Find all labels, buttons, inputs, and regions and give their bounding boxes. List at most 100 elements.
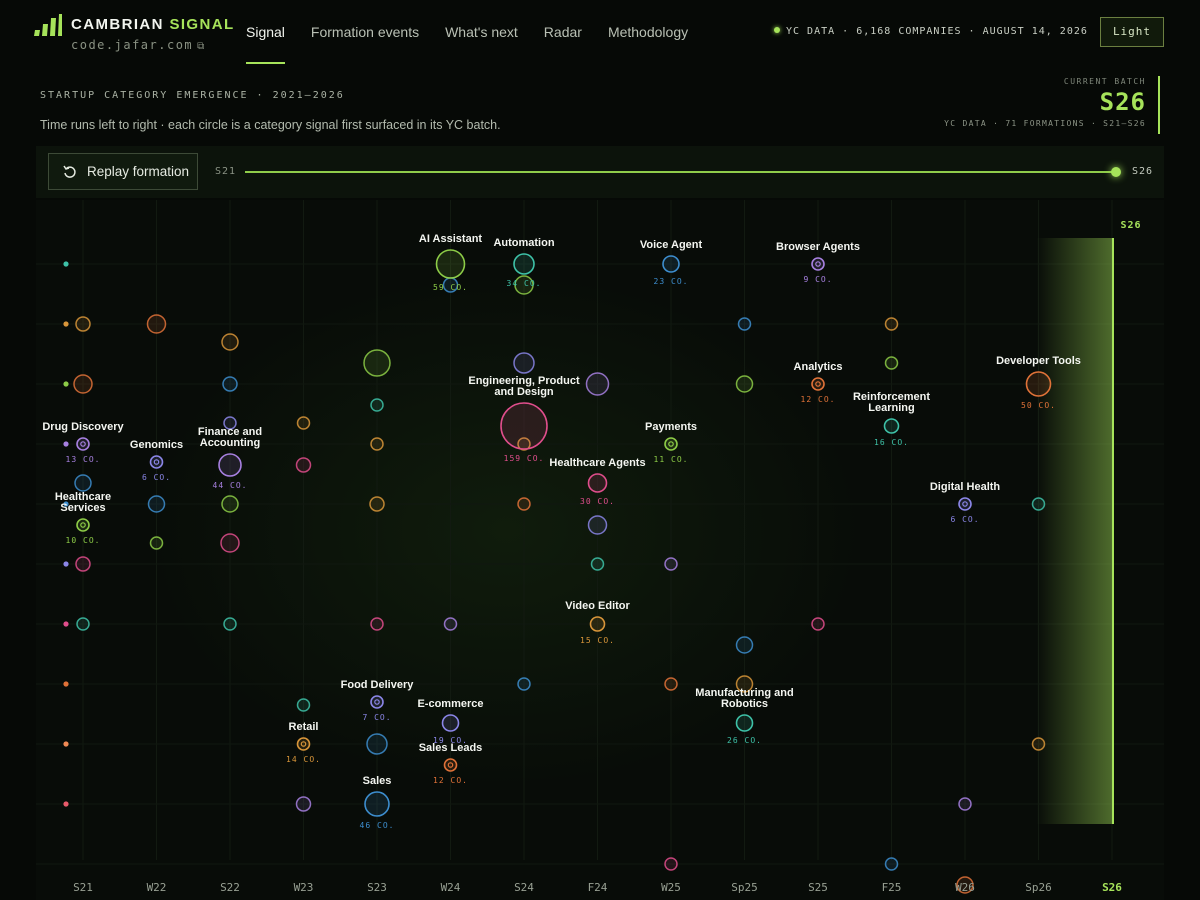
category-point[interactable] [366, 733, 388, 755]
category-point[interactable] [664, 677, 678, 691]
category-signal[interactable]: Healthcare Services 10 CO. [55, 491, 111, 545]
category-point[interactable] [514, 275, 534, 295]
category-signal[interactable]: Drug Discovery 13 CO. [42, 421, 124, 464]
category-circle[interactable] [441, 714, 460, 732]
category-circle[interactable] [500, 402, 548, 450]
category-circle[interactable] [662, 255, 680, 273]
category-point[interactable] [296, 698, 311, 712]
theme-toggle-button[interactable]: Light [1100, 17, 1164, 47]
category-point[interactable] [363, 349, 391, 377]
category-signal[interactable]: Engineering, Product and Design 159 CO. [468, 375, 580, 463]
category-point[interactable] [296, 416, 311, 430]
category-point[interactable] [587, 515, 608, 535]
nav-radar[interactable]: Radar [543, 24, 582, 40]
category-point[interactable] [221, 333, 239, 351]
category-signal[interactable]: Sales Leads 12 CO. [419, 742, 483, 785]
category-point[interactable] [295, 796, 312, 812]
category-point[interactable] [370, 398, 384, 412]
category-point[interactable] [223, 416, 237, 430]
category-point[interactable] [958, 797, 972, 811]
category-signal[interactable]: Analytics 12 CO. [794, 361, 843, 404]
category-point[interactable] [74, 474, 92, 492]
category-point[interactable] [1031, 737, 1046, 751]
nav-methodology[interactable]: Methodology [607, 24, 689, 40]
timeline-handle[interactable] [1111, 167, 1121, 177]
category-point[interactable] [884, 356, 899, 370]
category-signal[interactable]: Finance and Accounting 44 CO. [198, 426, 262, 490]
category-point[interactable] [146, 314, 167, 334]
category-point[interactable] [443, 617, 458, 631]
category-point[interactable] [737, 317, 752, 331]
category-signal[interactable]: Payments 11 CO. [645, 421, 697, 464]
category-signal[interactable]: Video Editor 15 CO. [565, 600, 630, 645]
category-circle[interactable] [811, 257, 825, 271]
category-signal[interactable]: Digital Health 6 CO. [930, 481, 1001, 524]
category-signal[interactable]: Developer Tools 50 CO. [996, 355, 1081, 410]
replay-formation-button[interactable]: Replay formation [48, 153, 198, 190]
category-circle[interactable] [1025, 371, 1052, 397]
category-circle[interactable] [218, 453, 242, 477]
category-point[interactable] [664, 557, 678, 571]
category-point[interactable] [590, 557, 605, 571]
category-point[interactable] [956, 876, 974, 894]
category-point[interactable] [149, 536, 164, 550]
category-point[interactable] [513, 352, 535, 374]
category-signal[interactable]: Sales 46 CO. [360, 775, 395, 830]
category-circle[interactable] [364, 791, 390, 817]
brand-name[interactable]: CAMBRIAN SIGNAL [71, 16, 235, 33]
category-circle[interactable] [589, 616, 606, 632]
category-point[interactable] [884, 857, 899, 871]
category-point[interactable] [735, 675, 754, 693]
category-signal[interactable]: Food Delivery 7 CO. [341, 679, 415, 722]
category-point[interactable] [884, 317, 899, 331]
category-signal[interactable]: Retail 14 CO. [286, 721, 321, 764]
category-circle[interactable] [76, 518, 90, 532]
category-point[interactable] [370, 437, 384, 451]
category-point[interactable] [76, 617, 90, 631]
category-point[interactable] [223, 617, 237, 631]
nav-whats-next[interactable]: What's next [445, 24, 518, 40]
category-signal[interactable]: Healthcare Agents 30 CO. [549, 457, 645, 506]
category-circle[interactable] [296, 737, 311, 751]
category-point[interactable] [664, 857, 678, 871]
category-signal[interactable]: Reinforcement Learning 16 CO. [853, 391, 930, 447]
category-circle[interactable] [811, 377, 825, 391]
category-point[interactable] [735, 375, 754, 393]
category-point[interactable] [75, 316, 91, 332]
nav-formation-events[interactable]: Formation events [310, 24, 420, 40]
timeline-track[interactable] [245, 171, 1117, 173]
category-circle[interactable] [735, 714, 754, 732]
category-point[interactable] [295, 457, 312, 473]
category-signal[interactable]: Voice Agent 23 CO. [640, 239, 703, 286]
category-point[interactable] [517, 677, 531, 691]
category-circle[interactable] [664, 437, 678, 451]
category-point[interactable] [75, 556, 91, 572]
category-circle[interactable] [883, 418, 900, 434]
category-circle[interactable] [76, 437, 90, 451]
category-circle[interactable] [587, 473, 608, 493]
category-point[interactable] [220, 533, 240, 553]
category-signal[interactable]: E-commerce 19 CO. [417, 698, 483, 745]
category-circle[interactable] [370, 695, 384, 709]
category-point[interactable] [585, 372, 610, 396]
category-point[interactable] [222, 376, 238, 392]
category-point[interactable] [735, 636, 754, 654]
category-signal[interactable]: Browser Agents 9 CO. [776, 241, 860, 284]
category-point[interactable] [517, 437, 531, 451]
category-circle[interactable] [513, 253, 535, 275]
category-circle[interactable] [958, 497, 972, 511]
category-circle[interactable] [443, 758, 458, 772]
category-point[interactable] [73, 374, 93, 394]
category-signal[interactable]: AI Assistant 59 CO. [419, 233, 483, 292]
category-point[interactable] [370, 617, 384, 631]
category-signal[interactable]: Genomics 6 CO. [130, 439, 183, 482]
category-point[interactable] [811, 617, 825, 631]
category-point[interactable] [517, 497, 531, 511]
category-point[interactable] [147, 495, 166, 513]
site-link[interactable]: code.jafar.com ⧉ [71, 38, 206, 52]
category-point[interactable] [1031, 497, 1046, 511]
category-signal[interactable]: Automation 34 CO. [493, 237, 554, 288]
category-point[interactable] [369, 496, 385, 512]
nav-signal[interactable]: Signal [246, 0, 285, 64]
category-circle[interactable] [149, 455, 164, 469]
